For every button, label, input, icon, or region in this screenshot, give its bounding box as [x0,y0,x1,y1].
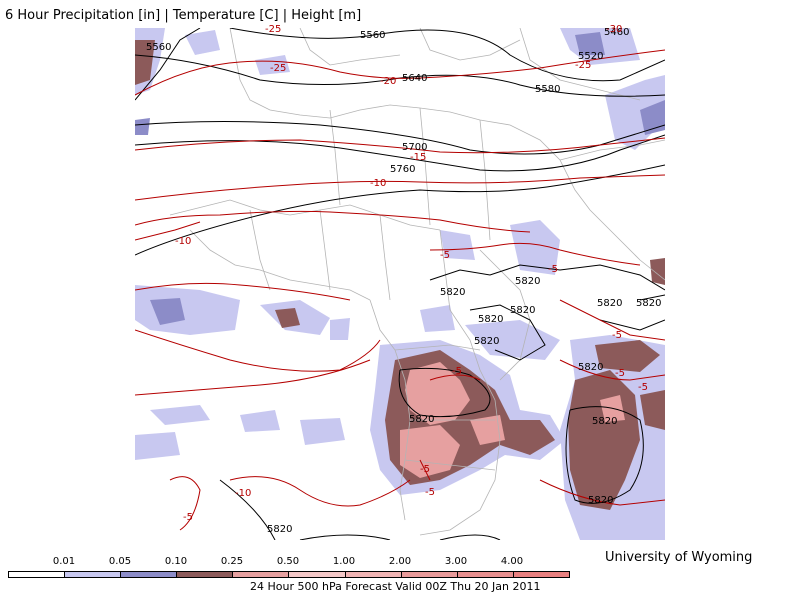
temperature-contours [135,49,665,531]
height-label: 5820 [510,305,535,316]
temp-label: -10 [175,236,191,247]
temp-label: -5 [638,382,648,393]
scale-swatch [345,572,402,577]
height-label: 5460 [604,27,629,38]
scale-swatch [513,572,569,577]
height-label: 5820 [440,287,465,298]
legend-label: 2.00 [388,556,412,567]
legend-labels: 0.01 0.05 0.10 0.25 0.50 1.00 2.00 3.00 … [0,556,800,570]
credit-label: University of Wyoming [605,550,753,565]
temp-label: -5 [615,368,625,379]
height-label: 5820 [588,495,613,506]
height-label: 5820 [267,524,292,535]
scale-swatch [121,572,178,577]
height-label: 5520 [578,51,603,62]
legend-label: 0.25 [220,556,244,567]
temperature-labels: -25 -25 -20 -25 -30 -15 -10 -10 -5 -5 -5… [175,24,648,523]
height-label: 5560 [360,30,385,41]
temp-label: -20 [380,76,396,87]
height-label: 5560 [146,42,171,53]
scale-swatch [457,572,514,577]
height-label: 5820 [409,414,434,425]
height-label: 5580 [535,84,560,95]
temp-label: -5 [452,366,462,377]
legend-label: 3.00 [444,556,468,567]
forecast-valid-caption: 24 Hour 500 hPa Forecast Valid 00Z Thu 2… [250,580,541,593]
temp-label: -5 [425,487,435,498]
height-label: 5760 [390,164,415,175]
height-label: 5820 [474,336,499,347]
chart-title: 6 Hour Precipitation [in] | Temperature … [5,8,362,23]
temp-label: -25 [270,63,286,74]
temp-label: -25 [575,60,591,71]
temp-label: -15 [410,152,426,163]
legend-label: 1.00 [332,556,356,567]
legend-label: 0.05 [108,556,132,567]
height-label: 5820 [478,314,503,325]
temp-label: -5 [612,330,622,341]
height-label: 5820 [597,298,622,309]
temp-label: -5 [440,250,450,261]
legend-label: 0.01 [52,556,76,567]
height-label: 5820 [592,416,617,427]
temp-label: -5 [548,264,558,275]
temp-label: -5 [420,464,430,475]
temp-label: -30 [606,24,622,35]
scale-swatch [401,572,458,577]
height-contours [135,28,665,540]
temp-label: -10 [235,488,251,499]
temp-label: -25 [265,24,281,35]
legend-label: 0.10 [164,556,188,567]
height-label: 5640 [402,73,427,84]
scale-swatch [9,572,66,577]
height-label: 5700 [402,142,427,153]
legend-label: 0.50 [276,556,300,567]
scale-swatch [177,572,234,577]
height-label: 5820 [636,298,661,309]
precipitation-color-scale [8,571,570,578]
temp-label: -5 [183,512,193,523]
scale-swatch [65,572,122,577]
scale-swatch [233,572,290,577]
scale-swatch [289,572,346,577]
temp-label: -10 [370,178,386,189]
country-borders [169,28,665,536]
height-labels: 5560 5560 5640 5580 5520 5460 5700 5760 … [146,27,661,535]
height-label: 5820 [515,276,540,287]
legend-label: 4.00 [500,556,524,567]
height-label: 5820 [578,362,603,373]
